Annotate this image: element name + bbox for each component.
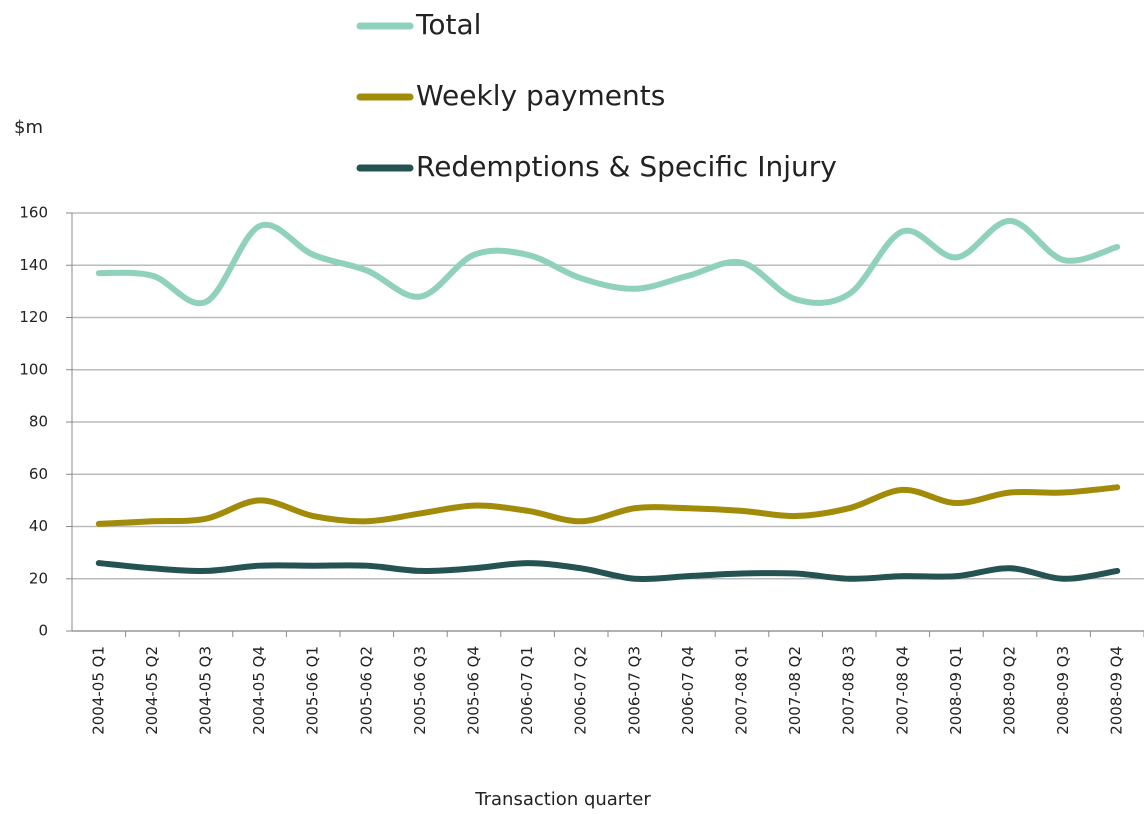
series-line [95,217,1121,307]
x-axis-label: Transaction quarter [474,789,651,810]
y-tick-label: 0 [38,622,48,640]
x-tick-label: 2005-06 Q3 [411,646,429,735]
x-tick-label: 2007-08 Q1 [733,646,751,735]
y-tick-label: 160 [19,204,48,222]
x-tick-label: 2008-09 Q2 [1001,646,1019,735]
y-tick-label: 140 [19,256,48,274]
y-tick-label: 60 [29,465,48,483]
x-tick-label: 2006-07 Q4 [679,646,697,735]
legend-label: Weekly payments [416,79,665,112]
y-tick-label: 20 [29,569,48,587]
x-tick-label: 2004-05 Q3 [197,646,215,735]
y-tick-label: 80 [29,413,48,431]
x-tick-label: 2004-05 Q2 [143,646,161,735]
y-tick-label: 120 [19,308,48,326]
y-axis-label: $m [14,117,43,138]
x-tick-label: 2005-06 Q1 [304,646,322,735]
x-tick-label: 2006-07 Q3 [625,646,643,735]
series-line [95,484,1121,527]
x-tick-label: 2008-09 Q1 [947,646,965,735]
x-tick-label: 2004-05 Q4 [250,646,268,735]
x-tick-label: 2006-07 Q1 [518,646,536,735]
x-tick-label: 2007-08 Q2 [786,646,804,735]
x-tick-label: 2008-09 Q4 [1108,646,1126,735]
x-tick-label: 2007-08 Q3 [840,646,858,735]
legend-label: Redemptions & Specific Injury [416,150,837,183]
x-tick-label: 2005-06 Q4 [465,646,483,735]
x-tick-label: 2005-06 Q2 [357,646,375,735]
y-tick-label: 40 [29,517,48,535]
x-tick-label: 2004-05 Q1 [89,646,107,735]
y-tick-label: 100 [19,360,48,378]
x-tick-label: 2007-08 Q4 [893,646,911,735]
series-line [95,560,1121,583]
x-tick-label: 2008-09 Q3 [1054,646,1072,735]
x-tick-label: 2006-07 Q2 [572,646,590,735]
legend-label: Total [415,8,481,41]
